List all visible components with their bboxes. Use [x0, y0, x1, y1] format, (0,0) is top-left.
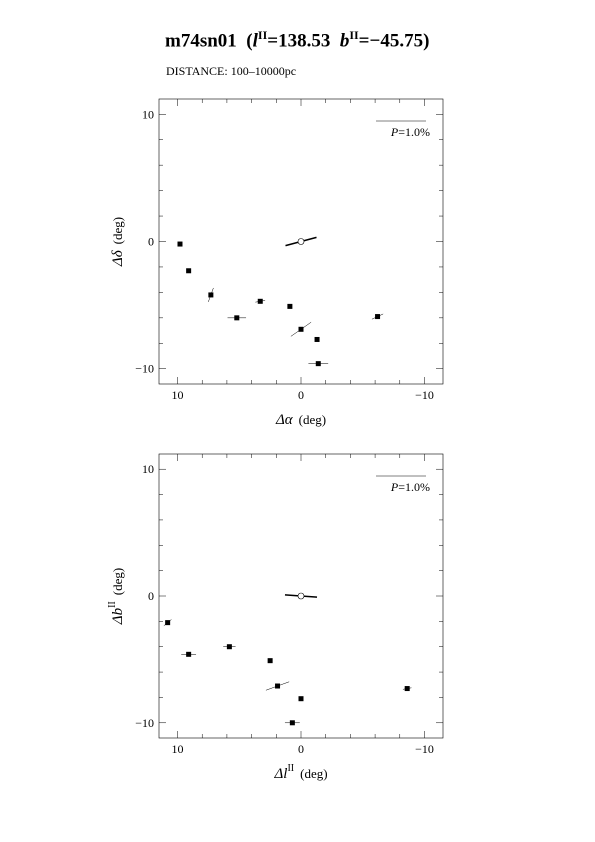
page-title: m74sn01 (lII=138.53 bII=−45.75) — [165, 28, 430, 52]
distance-label: DISTANCE: 100–10000pc — [166, 64, 297, 78]
x-axis-symbol: Δα — [275, 412, 294, 428]
l-symbol: l — [252, 30, 258, 52]
star-marker — [208, 292, 214, 298]
star-marker — [314, 336, 320, 342]
star-marker — [287, 303, 293, 309]
y-tick-label: 10 — [142, 107, 154, 121]
l-value: =138.53 — [267, 30, 331, 52]
b-value: =−45.75 — [358, 30, 424, 52]
legend-label: P=1.0% — [390, 125, 430, 139]
star-marker — [234, 315, 240, 321]
y-axis-unit: (deg) — [110, 217, 125, 244]
legend-label-symbol: P — [390, 125, 399, 139]
star-marker — [315, 361, 321, 367]
y-axis-symbol: Δδ — [110, 249, 126, 267]
x-axis-label: Δα (deg) — [275, 412, 326, 428]
target-marker — [297, 238, 305, 245]
x-tick-label: 0 — [298, 388, 304, 402]
legend-label-value: =1.0% — [398, 125, 430, 139]
star-marker — [257, 298, 263, 304]
b-symbol: b — [339, 30, 350, 52]
star-marker — [298, 326, 304, 332]
object-name: m74sn01 — [165, 30, 237, 52]
y-axis-label: Δδ (deg) — [110, 217, 126, 267]
star-marker — [375, 314, 381, 320]
y-tick-label: 0 — [148, 235, 154, 249]
b-superscript: II — [349, 28, 359, 42]
star-marker — [186, 268, 192, 274]
x-tick-label: 10 — [172, 388, 184, 402]
x-tick-label: −10 — [415, 388, 434, 402]
l-superscript: II — [257, 28, 268, 42]
y-tick-label: −10 — [135, 362, 154, 376]
star-marker — [177, 241, 183, 247]
x-axis-unit: (deg) — [299, 412, 326, 427]
